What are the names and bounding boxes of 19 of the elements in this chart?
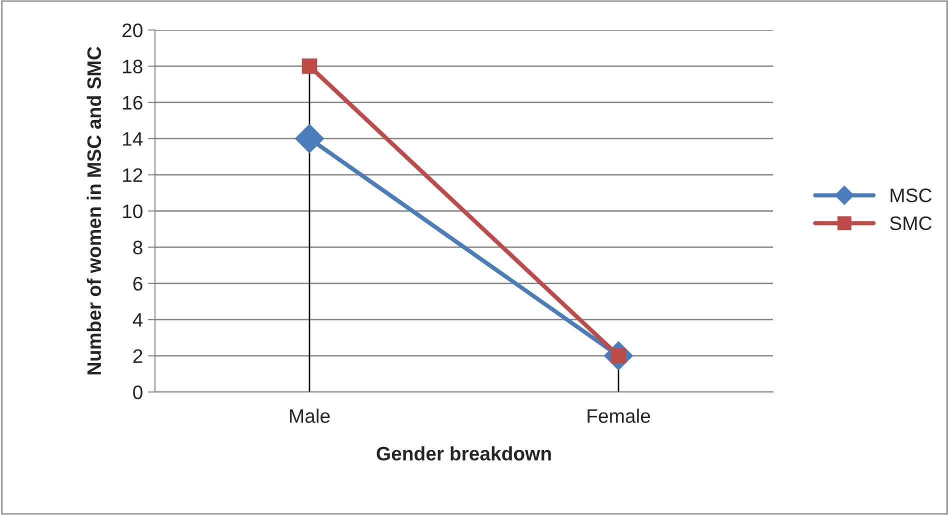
point — [295, 124, 324, 154]
y-tick-label: 18 — [123, 60, 142, 74]
y-tick-label: 2 — [133, 349, 142, 363]
y-tick-label: 12 — [123, 168, 142, 182]
y-tick-label: 20 — [122, 23, 142, 38]
legend-label: SMC — [890, 216, 932, 230]
x-tick-label: Female — [588, 408, 650, 423]
y-tick-label: 4 — [132, 313, 143, 327]
y-tick-label: 10 — [123, 204, 142, 218]
point — [302, 58, 318, 74]
y-axis-title: Number of women in MSC and SMC — [86, 46, 102, 374]
x-axis-title: Gender breakdown — [376, 446, 551, 461]
x-tick-label: Male — [290, 408, 330, 423]
legend-label: MSC — [890, 188, 932, 202]
y-tick-label: 8 — [133, 240, 142, 254]
y-tick-label: 14 — [123, 132, 143, 146]
y-tick-label: 16 — [123, 96, 142, 110]
y-tick-label: 0 — [133, 385, 142, 400]
y-tick-label: 6 — [133, 276, 142, 291]
